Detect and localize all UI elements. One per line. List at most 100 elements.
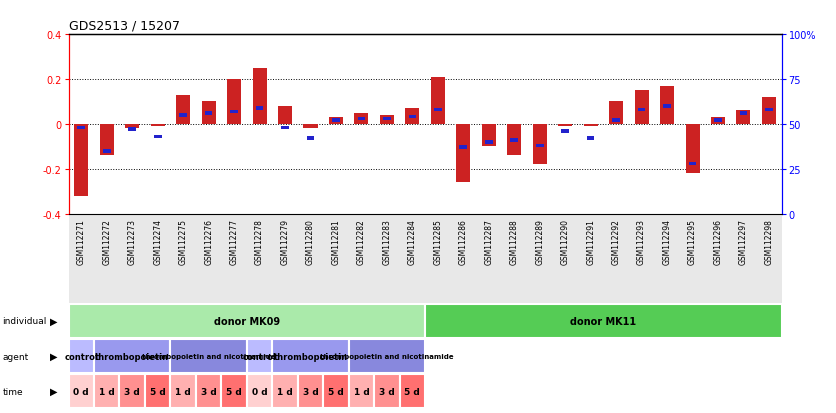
Text: 5 d: 5 d: [227, 387, 242, 396]
Bar: [256, 107, 263, 110]
Text: ▶: ▶: [50, 351, 58, 361]
Text: 5 d: 5 d: [150, 387, 166, 396]
Text: 3 d: 3 d: [201, 387, 217, 396]
Bar: [281, 126, 289, 130]
Text: GSM112281: GSM112281: [331, 218, 340, 264]
Text: GSM112271: GSM112271: [77, 218, 86, 264]
Bar: [405, 109, 420, 125]
Bar: [230, 110, 238, 114]
Bar: [762, 98, 776, 125]
Bar: [69, 304, 426, 338]
Text: GSM112279: GSM112279: [281, 218, 289, 264]
Text: GSM112274: GSM112274: [153, 218, 162, 264]
Text: 5 d: 5 d: [328, 387, 344, 396]
Text: GSM112289: GSM112289: [535, 218, 544, 264]
Text: 5 d: 5 d: [405, 387, 421, 396]
Bar: [252, 69, 267, 125]
Bar: [74, 125, 89, 196]
Text: GSM112273: GSM112273: [128, 218, 137, 264]
Bar: [558, 125, 572, 127]
Bar: [536, 144, 543, 148]
Bar: [765, 109, 772, 112]
Bar: [507, 125, 522, 156]
Bar: [154, 135, 161, 139]
Text: thrombopoietin: thrombopoietin: [273, 352, 348, 361]
Text: 1 d: 1 d: [354, 387, 370, 396]
Bar: [196, 375, 222, 408]
Bar: [686, 125, 700, 174]
Text: 3 d: 3 d: [303, 387, 319, 396]
Bar: [434, 109, 441, 112]
Bar: [307, 137, 314, 141]
Bar: [171, 375, 196, 408]
Text: 1 d: 1 d: [176, 387, 191, 396]
Text: ▶: ▶: [50, 316, 58, 326]
Text: control: control: [64, 352, 98, 361]
Bar: [689, 162, 696, 166]
Bar: [584, 125, 598, 127]
Bar: [150, 125, 165, 127]
Text: GSM112287: GSM112287: [484, 218, 493, 264]
Bar: [145, 375, 171, 408]
Text: 3 d: 3 d: [379, 387, 395, 396]
Bar: [635, 91, 649, 125]
Bar: [78, 126, 85, 130]
Bar: [737, 111, 751, 125]
Bar: [660, 87, 674, 125]
Text: GSM112295: GSM112295: [688, 218, 697, 264]
Bar: [329, 118, 343, 125]
Text: GSM112288: GSM112288: [510, 218, 519, 264]
Bar: [222, 375, 247, 408]
Bar: [69, 375, 94, 408]
Text: 1 d: 1 d: [278, 387, 293, 396]
Text: GSM112275: GSM112275: [179, 218, 187, 264]
Bar: [380, 116, 394, 125]
Bar: [129, 128, 136, 132]
Bar: [176, 95, 190, 125]
Text: thrombopoietin: thrombopoietin: [95, 352, 169, 361]
Bar: [201, 102, 216, 125]
Bar: [358, 117, 365, 121]
Bar: [638, 109, 645, 112]
Text: individual: individual: [3, 316, 47, 325]
Text: GSM112286: GSM112286: [459, 218, 468, 264]
Text: 0 d: 0 d: [252, 387, 268, 396]
Text: GSM112276: GSM112276: [204, 218, 213, 264]
Text: GSM112294: GSM112294: [663, 218, 671, 264]
Text: 1 d: 1 d: [99, 387, 115, 396]
Text: GSM112284: GSM112284: [408, 218, 417, 264]
Bar: [425, 304, 782, 338]
Bar: [171, 339, 247, 373]
Bar: [609, 102, 623, 125]
Text: thrombopoietin and nicotinamide: thrombopoietin and nicotinamide: [320, 353, 454, 359]
Bar: [485, 141, 492, 144]
Bar: [740, 112, 747, 116]
Bar: [456, 125, 471, 183]
Bar: [103, 150, 110, 153]
Bar: [324, 375, 349, 408]
Bar: [180, 114, 187, 117]
Bar: [663, 105, 670, 109]
Bar: [303, 125, 318, 129]
Bar: [349, 375, 375, 408]
Text: GSM112285: GSM112285: [433, 218, 442, 264]
Bar: [711, 118, 725, 125]
Text: GSM112283: GSM112283: [382, 218, 391, 264]
Text: time: time: [3, 387, 23, 396]
Bar: [94, 339, 171, 373]
Bar: [94, 375, 120, 408]
Bar: [409, 116, 416, 119]
Text: GSM112280: GSM112280: [306, 218, 315, 264]
Text: GSM112292: GSM112292: [612, 218, 620, 264]
Bar: [227, 80, 241, 125]
Bar: [431, 78, 445, 125]
Bar: [561, 130, 569, 133]
Bar: [332, 119, 339, 123]
Bar: [511, 139, 518, 142]
Text: thrombopoietin and nicotinamide: thrombopoietin and nicotinamide: [142, 353, 275, 359]
Text: GSM112290: GSM112290: [561, 218, 569, 264]
Bar: [354, 114, 369, 125]
Text: GSM112277: GSM112277: [230, 218, 238, 264]
Bar: [247, 375, 273, 408]
Bar: [460, 146, 467, 150]
